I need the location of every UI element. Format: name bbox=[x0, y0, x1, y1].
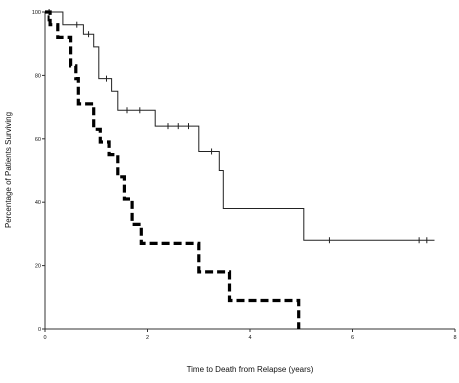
y-tick-label: 40 bbox=[35, 200, 41, 206]
x-tick-label: 4 bbox=[248, 335, 251, 341]
series-1-line bbox=[45, 11, 435, 241]
y-tick-label: 0 bbox=[38, 327, 41, 333]
x-tick-label: 0 bbox=[43, 335, 46, 341]
x-tick-label: 8 bbox=[453, 335, 456, 341]
x-tick-label: 2 bbox=[146, 335, 149, 341]
x-axis-title: Time to Death from Relapse (years) bbox=[187, 365, 314, 374]
series-2-line bbox=[45, 10, 301, 329]
y-tick-label: 20 bbox=[35, 264, 41, 270]
y-tick-label: 80 bbox=[35, 73, 41, 79]
y-tick-label: 60 bbox=[35, 137, 41, 143]
axes: 0 20 40 60 80 100 0 2 4 6 8 bbox=[32, 10, 457, 341]
y-tick-label: 100 bbox=[32, 10, 41, 16]
y-axis-title: Percentage of Patients Surviving bbox=[4, 112, 13, 228]
x-tick-label: 6 bbox=[351, 335, 354, 341]
series-layer bbox=[45, 9, 435, 329]
